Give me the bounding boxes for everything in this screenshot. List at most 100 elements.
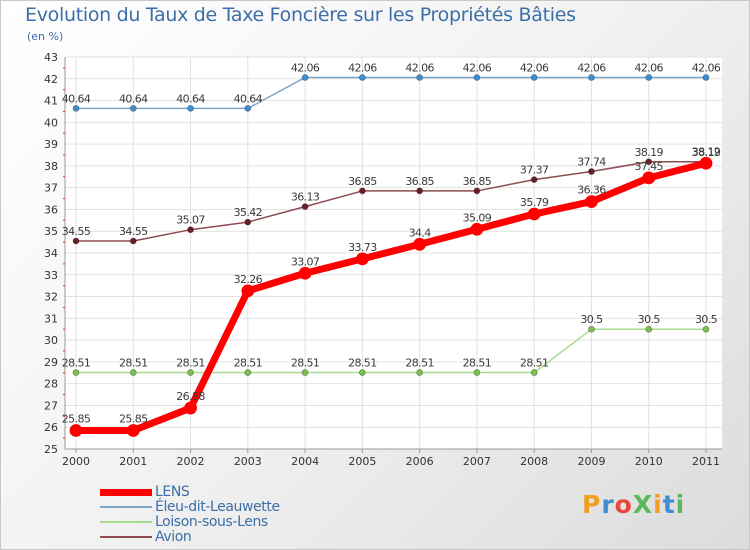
legend-label-avion: Avion bbox=[155, 529, 192, 545]
data-point-loison-sous-lens bbox=[129, 369, 137, 376]
data-point-loison-sous-lens bbox=[530, 369, 538, 376]
data-point-lens bbox=[527, 207, 541, 221]
data-point-loison-sous-lens bbox=[72, 369, 80, 376]
data-label-loison-sous-lens: 30.5 bbox=[580, 313, 603, 326]
y-tick-label: 38 bbox=[44, 160, 58, 173]
y-tick-label: 36 bbox=[44, 203, 58, 216]
y-tick-label: 40 bbox=[44, 116, 58, 129]
y-tick-label: 27 bbox=[44, 399, 58, 412]
data-point-eleu-dit-leauwette bbox=[645, 74, 653, 81]
data-point-eleu-dit-leauwette bbox=[358, 74, 366, 81]
data-label-eleu-dit-leauwette: 40.64 bbox=[119, 92, 148, 105]
data-point-eleu-dit-leauwette bbox=[416, 74, 424, 81]
y-tick-label: 34 bbox=[44, 247, 58, 260]
data-label-lens: 35.79 bbox=[520, 196, 549, 209]
data-point-lens bbox=[585, 195, 598, 209]
y-tick-label: 25 bbox=[44, 443, 58, 456]
data-point-lens bbox=[642, 171, 656, 185]
data-label-lens: 36.36 bbox=[577, 184, 606, 197]
data-point-avion bbox=[301, 203, 309, 211]
legend-item-avion: Avion bbox=[100, 529, 340, 545]
data-label-loison-sous-lens: 30.5 bbox=[695, 313, 718, 326]
data-label-eleu-dit-leauwette: 42.06 bbox=[463, 61, 492, 74]
y-tick-label: 39 bbox=[44, 138, 58, 151]
x-tick-label: 2007 bbox=[463, 455, 491, 468]
data-label-lens: 38.12 bbox=[692, 145, 721, 158]
data-label-eleu-dit-leauwette: 42.06 bbox=[291, 61, 320, 74]
data-label-eleu-dit-leauwette: 40.64 bbox=[176, 92, 205, 105]
data-point-avion bbox=[187, 226, 194, 234]
legend-swatch-eleu-dit-leauwette bbox=[100, 506, 152, 508]
y-axis-unit: (en %) bbox=[27, 30, 64, 43]
data-label-eleu-dit-leauwette: 42.06 bbox=[577, 61, 606, 74]
data-point-avion bbox=[588, 168, 595, 175]
data-point-avion bbox=[129, 237, 137, 245]
x-tick-label: 2004 bbox=[291, 455, 319, 468]
legend-item-lens: LENS bbox=[100, 484, 340, 500]
data-point-avion bbox=[530, 176, 538, 184]
y-tick-label: 35 bbox=[44, 225, 58, 238]
data-label-lens: 34.4 bbox=[409, 226, 432, 239]
data-label-loison-sous-lens: 28.51 bbox=[176, 357, 205, 370]
data-label-eleu-dit-leauwette: 40.64 bbox=[62, 92, 91, 105]
data-label-avion: 34.55 bbox=[119, 225, 148, 238]
x-tick-label: 2001 bbox=[119, 455, 147, 468]
data-label-avion: 35.07 bbox=[176, 214, 205, 227]
data-point-avion bbox=[72, 237, 80, 245]
legend-item-loison-sous-lens: Loison-sous-Lens bbox=[100, 514, 340, 530]
data-label-loison-sous-lens: 28.51 bbox=[348, 357, 377, 370]
data-point-lens bbox=[298, 266, 312, 280]
data-point-eleu-dit-leauwette bbox=[530, 74, 538, 81]
data-point-eleu-dit-leauwette bbox=[588, 74, 595, 81]
logo-letter: X bbox=[632, 490, 654, 519]
logo-letter: o bbox=[614, 490, 633, 519]
series-line-lens bbox=[72, 159, 710, 434]
legend-label-loison-sous-lens: Loison-sous-Lens bbox=[155, 514, 268, 530]
data-label-eleu-dit-leauwette: 42.06 bbox=[520, 61, 549, 74]
logo-letter: i bbox=[653, 490, 663, 519]
data-label-lens: 32.26 bbox=[234, 273, 263, 286]
data-point-eleu-dit-leauwette bbox=[244, 104, 252, 112]
legend-label-eleu-dit-leauwette: Éleu-dit-Leauwette bbox=[155, 499, 280, 515]
data-label-loison-sous-lens: 28.51 bbox=[291, 357, 320, 370]
data-label-lens: 37.45 bbox=[634, 160, 663, 173]
logo-letter: P bbox=[582, 490, 602, 519]
data-point-loison-sous-lens bbox=[301, 369, 309, 376]
data-point-loison-sous-lens bbox=[645, 325, 653, 333]
data-point-lens bbox=[241, 284, 255, 298]
data-label-avion: 38.19 bbox=[692, 146, 721, 159]
data-label-eleu-dit-leauwette: 42.06 bbox=[348, 61, 377, 74]
data-point-loison-sous-lens bbox=[702, 325, 710, 333]
data-point-lens bbox=[699, 156, 713, 170]
x-tick-label: 2008 bbox=[520, 455, 548, 468]
data-point-lens bbox=[126, 424, 140, 437]
y-tick-label: 32 bbox=[44, 291, 58, 304]
y-tick-label: 41 bbox=[44, 95, 58, 108]
data-point-lens bbox=[69, 424, 83, 437]
data-point-loison-sous-lens bbox=[416, 369, 424, 376]
data-label-loison-sous-lens: 28.51 bbox=[463, 357, 492, 370]
y-tick-label: 26 bbox=[44, 421, 58, 434]
data-point-lens bbox=[184, 401, 197, 415]
y-tick-label: 28 bbox=[44, 378, 58, 391]
y-tick-label: 29 bbox=[44, 356, 58, 369]
series-line-eleu-dit-leauwette bbox=[75, 76, 707, 110]
data-point-avion bbox=[416, 187, 424, 195]
logo-letter: t bbox=[662, 490, 676, 519]
y-tick-label: 43 bbox=[44, 51, 58, 64]
data-label-avion: 38.19 bbox=[634, 146, 663, 159]
data-point-avion bbox=[358, 187, 366, 195]
data-point-avion bbox=[473, 187, 481, 195]
data-label-avion: 35.42 bbox=[234, 206, 263, 219]
data-label-eleu-dit-leauwette: 42.06 bbox=[405, 61, 434, 74]
data-point-eleu-dit-leauwette bbox=[301, 74, 309, 81]
data-label-avion: 34.55 bbox=[62, 225, 91, 238]
data-label-avion: 37.74 bbox=[577, 156, 606, 169]
data-point-eleu-dit-leauwette bbox=[187, 104, 194, 112]
data-label-loison-sous-lens: 28.51 bbox=[62, 357, 91, 370]
data-label-loison-sous-lens: 28.51 bbox=[405, 357, 434, 370]
data-label-lens: 26.88 bbox=[176, 390, 205, 403]
data-label-avion: 36.85 bbox=[463, 175, 492, 188]
data-label-loison-sous-lens: 28.51 bbox=[520, 357, 549, 370]
data-label-avion: 37.37 bbox=[520, 164, 549, 177]
